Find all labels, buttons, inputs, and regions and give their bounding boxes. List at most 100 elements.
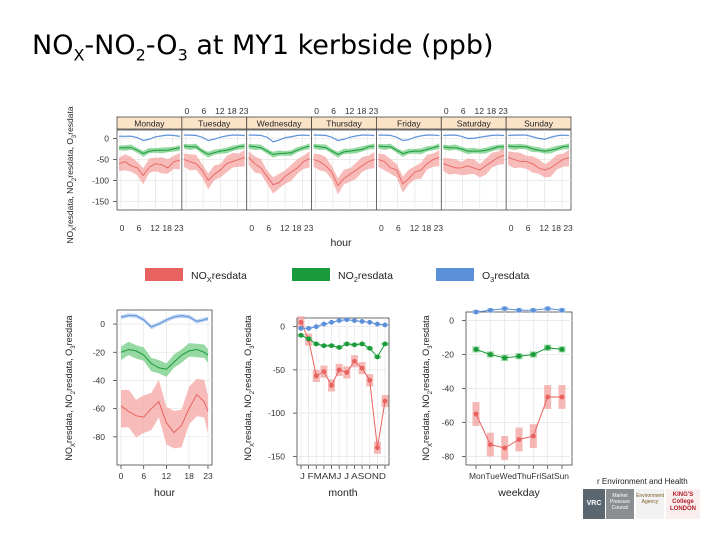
x-tick-label: 23 (203, 471, 213, 481)
no2-legend-label: NO2resdata (338, 270, 393, 284)
o3-point (313, 324, 319, 330)
o3-point (382, 322, 388, 328)
no2-point (352, 342, 357, 348)
x-tick-label: 6 (141, 471, 146, 481)
y-axis-label-part: X (249, 442, 256, 447)
nox-confidence-band (443, 147, 505, 178)
x-tick-label: 12 (150, 223, 160, 233)
x-tick-label: 12 (215, 106, 225, 116)
x-tick-label: 0 (184, 106, 189, 116)
o3-point (473, 309, 479, 315)
o3-point (336, 318, 342, 323)
no2-line (508, 145, 570, 152)
nox-point (321, 369, 327, 375)
x-tick-label: 0 (119, 471, 124, 481)
y-axis-label-part: 3 (72, 134, 78, 138)
x-tick-label: MonTueWedThuFriSatSun (469, 471, 569, 481)
nox-line (183, 156, 245, 182)
x-tick-label: 0 (509, 223, 514, 233)
o3-point (374, 321, 380, 327)
no2-confidence-band (508, 143, 569, 154)
nox-confidence-band (248, 151, 310, 194)
y-axis-label: NOXresdata, NO2resdata, O3resdata (243, 315, 256, 460)
day-strip-label: Saturday (457, 119, 492, 129)
x-axis-label: month (328, 487, 357, 499)
y-axis-label-part: 3 (427, 345, 434, 349)
no2-point (559, 347, 565, 352)
x-tick-label: 6 (201, 106, 206, 116)
x-tick-label: 6 (526, 223, 531, 233)
y-tick-label: -100 (268, 408, 285, 418)
x-tick-label: 0 (444, 106, 449, 116)
y-tick-label: 0 (104, 133, 109, 143)
x-tick-label: 6 (396, 223, 401, 233)
o3-point (487, 307, 493, 313)
nox-confidence-band (508, 150, 569, 178)
no2-point (344, 341, 350, 347)
y-tick-label: 0 (100, 319, 105, 329)
x-tick-label: 18 23 (552, 223, 574, 233)
x-tick-label: 12 (345, 106, 355, 116)
y-axis-label-part: NO (65, 230, 75, 243)
o3-point (321, 321, 327, 327)
nox-point (344, 370, 350, 375)
legend-sub: 3 (490, 275, 494, 284)
x-tick-label: 12 (539, 223, 549, 233)
day-strip (505, 116, 572, 130)
nox-point (545, 394, 551, 400)
y-tick-label: -40 (442, 384, 455, 394)
nox-line (507, 156, 570, 171)
vrc-logo: VRC (583, 489, 605, 519)
no2-line (120, 348, 209, 370)
o3-point (530, 307, 536, 313)
x-tick-label: J FMAMJ J ASOND (300, 471, 386, 481)
y-axis-label-part: resdata, NO (64, 394, 74, 443)
o3-line (378, 134, 440, 142)
no2-confidence-band (121, 341, 208, 377)
y-tick-label: -60 (93, 404, 106, 414)
nox-point (336, 367, 342, 373)
o3-point (559, 307, 565, 313)
y-axis-label-part: resdata, NO (65, 181, 75, 227)
no2-point (487, 352, 493, 357)
x-tick-label: 0 (314, 106, 319, 116)
no2-confidence-band (443, 144, 505, 155)
y-axis-label-part: NO (243, 447, 253, 461)
x-tick-label: 6 (137, 223, 142, 233)
o3-point (545, 306, 551, 311)
no2-confidence-band (313, 143, 375, 158)
nox-line (313, 159, 375, 187)
x-tick-label: 6 (266, 223, 271, 233)
y-axis-label-part: resdata, NO (243, 394, 253, 443)
x-tick-label: 18 23 (422, 223, 444, 233)
no2-point (545, 345, 551, 351)
no2-point (374, 354, 380, 360)
x-tick-label: 6 (461, 106, 466, 116)
o3-line (508, 134, 570, 140)
nox-line (120, 393, 209, 434)
title-part: at MY1 kerbside (ppb) (187, 30, 494, 61)
no2-point (473, 347, 479, 352)
y-axis-label-part: 3 (70, 345, 77, 349)
legend-sub: X (207, 275, 212, 284)
legend-text: O (482, 270, 490, 282)
nox-point (329, 383, 334, 388)
x-tick-label: 18 23 (357, 106, 379, 116)
day-strip-label: Tuesday (198, 119, 231, 129)
nox-legend-swatch (145, 268, 183, 281)
no2-point (367, 345, 373, 351)
no2-confidence-band (183, 143, 245, 158)
day-strip-label: Sunday (524, 119, 554, 129)
nox-line (118, 159, 180, 177)
y-axis-label-part: resdata, O (64, 349, 74, 391)
x-tick-label: 12 (410, 223, 420, 233)
no2-point (359, 341, 365, 347)
nox-point (473, 411, 479, 417)
nox-point (559, 394, 565, 400)
no2-point (336, 345, 342, 350)
y-axis-label-part: resdata, O (65, 138, 75, 178)
nox-point (352, 358, 357, 364)
y-tick-label: -60 (442, 418, 455, 428)
y-axis-label-part: 2 (70, 390, 77, 394)
